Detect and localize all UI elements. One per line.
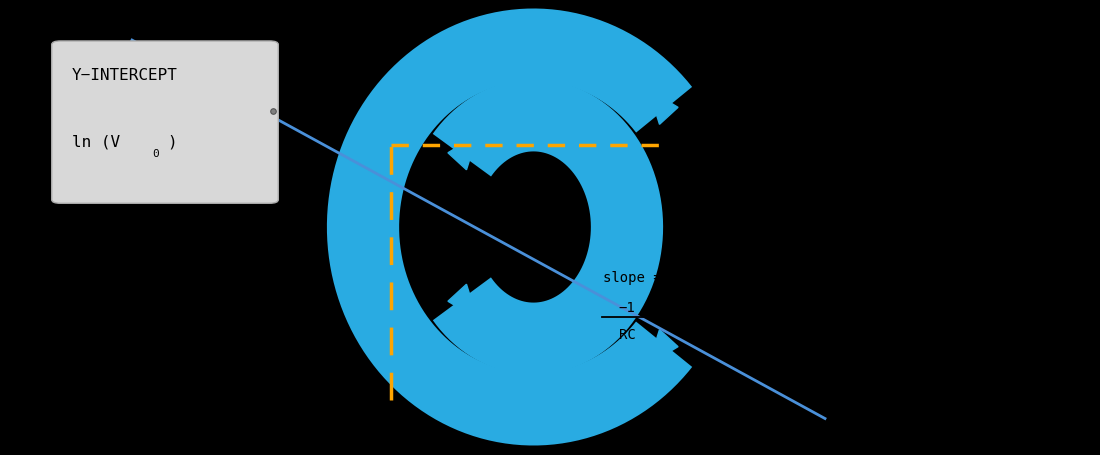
Text: −1: −1 (618, 300, 636, 314)
Text: RC: RC (618, 328, 636, 341)
Text: ): ) (167, 134, 177, 149)
Text: Y−INTERCEPT: Y−INTERCEPT (72, 68, 177, 83)
Text: slope =: slope = (603, 271, 662, 284)
Text: 0: 0 (152, 149, 158, 159)
Polygon shape (448, 285, 477, 319)
Polygon shape (448, 136, 477, 170)
FancyBboxPatch shape (52, 42, 278, 204)
Polygon shape (649, 330, 678, 365)
Polygon shape (649, 90, 678, 125)
Text: ln (V: ln (V (72, 134, 120, 149)
